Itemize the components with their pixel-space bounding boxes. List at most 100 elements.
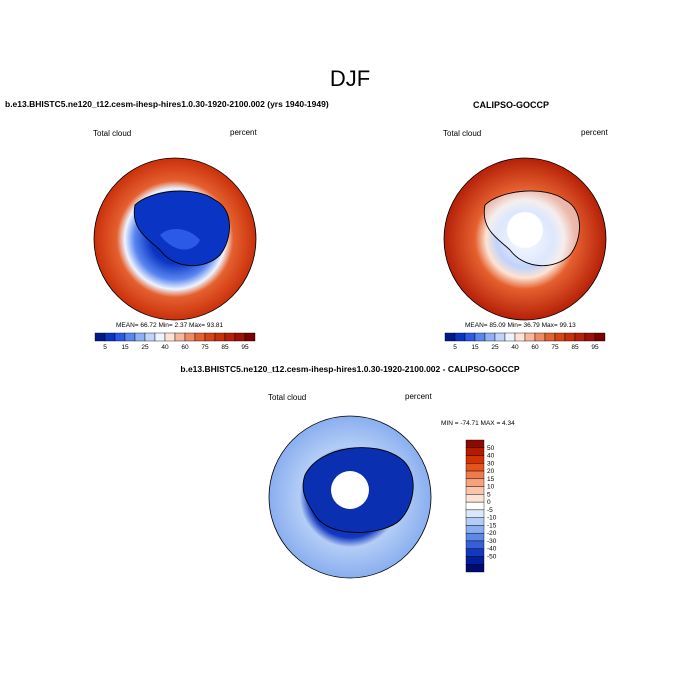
diff-colorbar-tick-label: -10 [487,515,497,522]
obs-colorbar-tick-label: 85 [571,344,579,351]
model-colorbar-tick-label: 75 [201,344,209,351]
diff-colorbar-box [465,447,485,456]
diff-colorbar-tick-label: -40 [487,546,497,553]
model-variable-label: Total cloud [93,129,132,138]
obs-map [443,157,607,321]
model-colorbar-box [104,332,116,342]
diff-colorbar-box [465,564,485,573]
diff-colorbar-box [465,463,485,472]
model-stats: MEAN= 66.72 Min= 2.37 Max= 93.81 [116,322,224,329]
diff-colorbar-tick-label: -50 [487,553,497,560]
diff-colorbar-box [465,556,485,565]
model-colorbar-tick-label: 15 [121,344,129,351]
obs-colorbar-tick-label: 5 [453,344,457,351]
diff-colorbar-tick-label: 0 [487,499,491,506]
model-units-label: percent [230,128,257,137]
obs-colorbar-box [524,332,536,342]
model-colorbar: 5 15 25 40 60 75 85 95 [94,332,256,351]
diff-colorbar-tick-label: 30 [487,460,495,467]
model-colorbar-box [174,332,186,342]
model-colorbar-tick-label: 25 [141,344,149,351]
obs-colorbar-box [444,332,456,342]
obs-colorbar-box [574,332,586,342]
diff-colorbar-box [465,501,485,511]
diff-units-label: percent [405,392,432,401]
obs-colorbar-box [584,332,596,342]
figure-title: DJF [329,66,371,91]
obs-colorbar-tick-label: 15 [471,344,479,351]
model-map [93,157,257,321]
obs-colorbar-box [494,332,506,342]
diff-map [268,415,432,579]
model-colorbar-box [194,332,206,342]
model-colorbar-box [134,332,146,342]
diff-colorbar-tick-label: -30 [487,538,497,545]
diff-colorbar-box [465,509,485,518]
model-colorbar-tick-label: 85 [221,344,229,351]
diff-colorbar-box [465,540,485,549]
diff-colorbar-box [465,525,485,534]
model-interior-contour [160,228,200,250]
diff-panel-title: b.e13.BHISTC5.ne120_t12.cesm-ihesp-hires… [180,364,520,374]
model-colorbar-tick-label: 95 [241,344,249,351]
obs-panel-title: CALIPSO-GOCCP [473,100,550,110]
obs-colorbar-box [554,332,566,342]
obs-colorbar-tick-label: 25 [491,344,499,351]
model-colorbar-tick-label: 40 [161,344,169,351]
model-colorbar-box [184,332,196,342]
diff-colorbar-box [465,478,485,487]
diff-colorbar-box [465,455,485,464]
model-colorbar-box [164,332,176,342]
obs-colorbar-box [484,332,496,342]
obs-colorbar-tick-label: 75 [551,344,559,351]
model-colorbar-box [154,332,166,342]
model-colorbar-box [244,332,256,342]
obs-colorbar-box [514,332,526,342]
obs-units-label: percent [581,128,608,137]
diff-colorbar-box [465,532,485,542]
diff-colorbar-tick-label: 5 [487,491,491,498]
model-colorbar-box [234,332,246,342]
model-antarctica-coastline [133,190,230,267]
obs-polar-gap [507,212,543,248]
obs-colorbar-box [504,332,516,342]
diff-colorbar-tick-label: 40 [487,453,495,460]
model-colorbar-box [204,332,216,342]
obs-colorbar-box [474,332,486,342]
model-colorbar-box [94,332,106,342]
diff-colorbar-box [465,517,485,526]
diff-colorbar-tick-label: -15 [487,522,497,529]
diff-colorbar-box [465,470,485,480]
model-colorbar-box [144,332,156,342]
obs-colorbar-tick-label: 40 [511,344,519,351]
obs-colorbar-box [534,332,546,342]
diff-colorbar-tick-label: 15 [487,476,495,483]
model-colorbar-box [214,332,226,342]
obs-colorbar-tick-label: 95 [591,344,599,351]
diff-colorbar-tick-label: -20 [487,530,497,537]
diff-colorbar-box [465,548,485,557]
model-colorbar-tick-label: 5 [103,344,107,351]
diff-colorbar-box [465,486,485,495]
model-colorbar-box [114,332,126,342]
model-colorbar-box [124,332,136,342]
diff-colorbar-box [465,439,485,448]
obs-colorbar-box [564,332,576,342]
obs-colorbar-tick-label: 60 [531,344,539,351]
diff-colorbar-tick-label: 50 [487,445,495,452]
model-panel-title: b.e13.BHISTC5.ne120_t12.cesm-ihesp-hires… [5,99,329,109]
model-colorbar-tick-label: 60 [181,344,189,351]
model-colorbar-box [224,332,236,342]
diff-colorbar-tick-label: -5 [487,507,493,514]
diff-stats: MIN = -74.71 MAX = 4.34 [441,420,515,427]
diff-colorbar-tick-label: 20 [487,468,495,475]
obs-stats: MEAN= 85.09 Min= 36.79 Max= 99.13 [465,322,576,329]
obs-colorbar-box [544,332,556,342]
obs-colorbar-box [454,332,466,342]
obs-variable-label: Total cloud [443,129,482,138]
diff-colorbar-tick-label: 10 [487,484,495,491]
diff-colorbar-box [465,494,485,503]
